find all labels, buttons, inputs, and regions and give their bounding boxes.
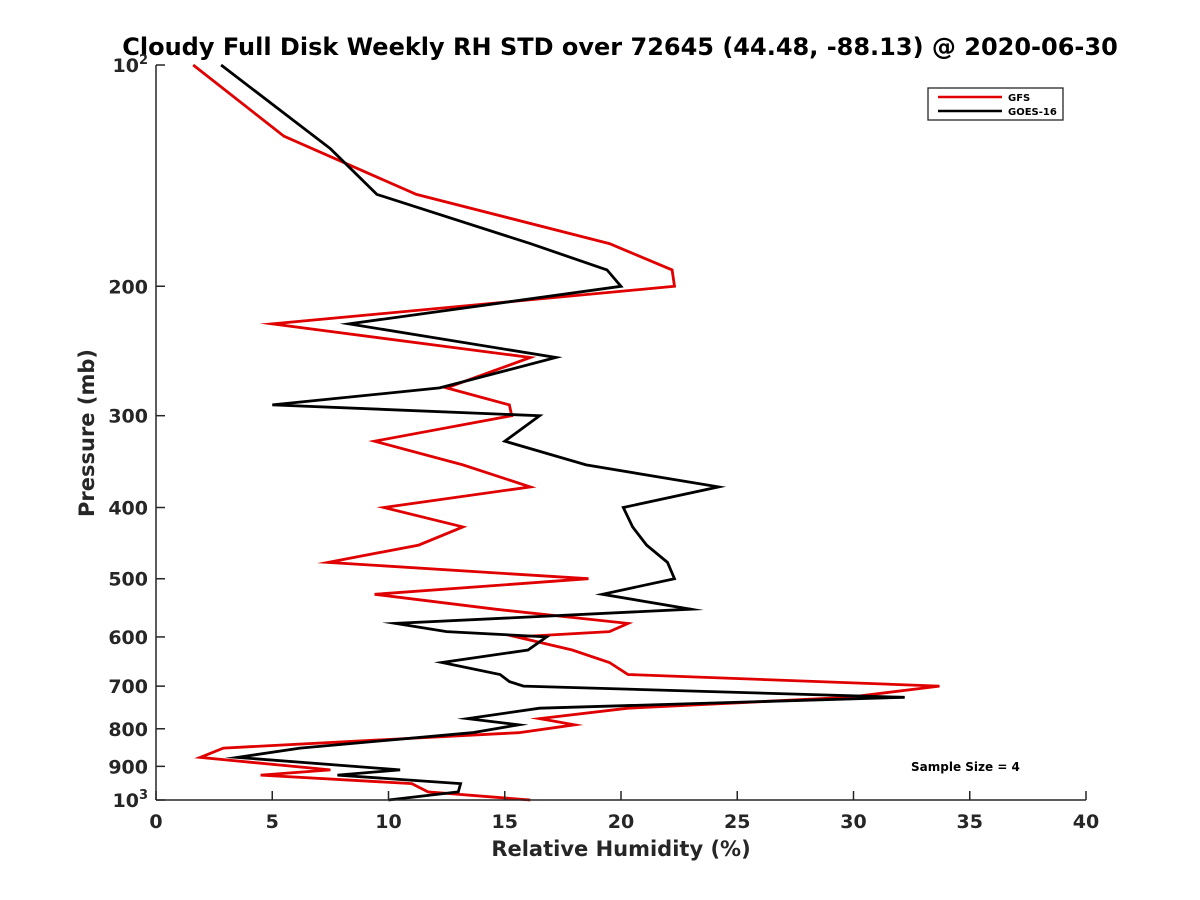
y-tick-label: 102 — [113, 53, 149, 77]
y-tick-label: 600 — [108, 627, 148, 649]
y-tick-label: 200 — [108, 276, 148, 298]
x-tick-label: 15 — [492, 811, 518, 833]
y-tick-label: 500 — [108, 569, 148, 591]
legend-label-gfs: GFS — [1008, 93, 1030, 104]
series-line-goes16 — [220, 63, 905, 802]
y-ticks: 102 200 300 400 500 600 700 800 900 103 — [108, 53, 165, 812]
y-tick-label: 700 — [108, 676, 148, 698]
y-tick-label: 400 — [108, 498, 148, 520]
plot-series — [192, 63, 940, 802]
x-tick-label: 0 — [149, 811, 162, 833]
y-axis-label: Pressure (mb) — [75, 349, 99, 517]
legend-box — [927, 87, 1064, 121]
y-tick-label: 300 — [108, 406, 148, 428]
x-ticks: 0 5 10 15 20 25 30 35 40 — [149, 791, 1099, 833]
x-tick-label: 35 — [957, 811, 983, 833]
x-tick-label: 5 — [266, 811, 279, 833]
legend-label-goes16: GOES-16 — [1008, 107, 1057, 118]
series-line-gfs — [192, 63, 940, 802]
y-tick-label: 900 — [108, 756, 148, 778]
x-tick-label: 40 — [1073, 811, 1099, 833]
y-tick-label: 103 — [113, 788, 149, 812]
x-tick-label: 10 — [375, 811, 401, 833]
x-tick-label: 25 — [724, 811, 750, 833]
y-tick-label: 800 — [108, 719, 148, 741]
x-axis-label: Relative Humidity (%) — [491, 837, 750, 861]
x-tick-label: 30 — [840, 811, 866, 833]
legend: GFS GOES-16 — [927, 87, 1064, 121]
chart-title: Cloudy Full Disk Weekly RH STD over 7264… — [122, 33, 1118, 61]
sample-size-annotation: Sample Size = 4 — [911, 760, 1020, 774]
x-tick-label: 20 — [608, 811, 634, 833]
